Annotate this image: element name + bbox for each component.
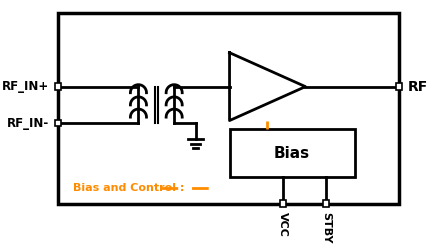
Bar	[58, 13, 399, 203]
Text: Bias and Control :: Bias and Control :	[73, 183, 184, 193]
Text: VCC: VCC	[278, 212, 288, 236]
Bar	[229, 130, 355, 177]
Bar	[323, 201, 329, 207]
Bar	[396, 83, 402, 90]
Text: RF_IN-: RF_IN-	[7, 117, 49, 130]
Text: Bias: Bias	[274, 146, 310, 161]
Bar	[280, 201, 286, 207]
Text: RF_IN+: RF_IN+	[2, 80, 49, 93]
Text: RF: RF	[408, 80, 429, 94]
Text: STBY: STBY	[321, 212, 331, 243]
Bar	[55, 83, 61, 90]
Bar	[55, 120, 61, 126]
